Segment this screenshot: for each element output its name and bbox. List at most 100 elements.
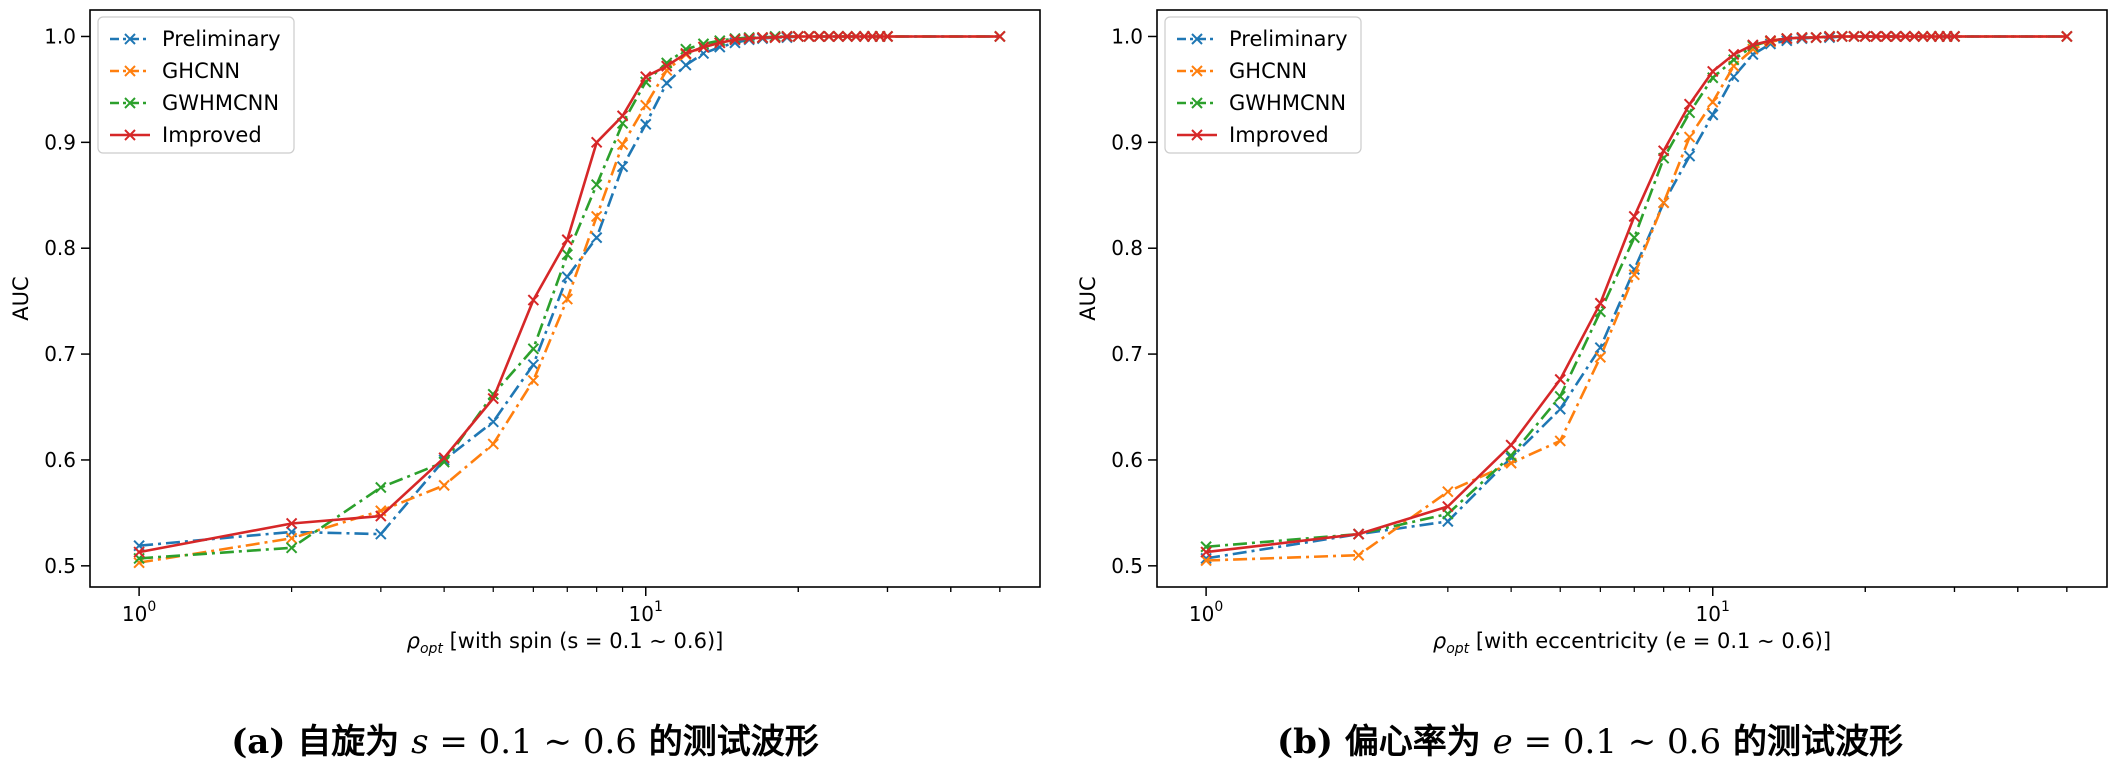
data-point bbox=[697, 41, 710, 53]
data-point bbox=[1505, 439, 1517, 451]
data-point bbox=[1810, 31, 1822, 44]
data-point bbox=[1707, 96, 1719, 108]
data-point bbox=[527, 343, 540, 355]
data-point bbox=[994, 30, 1006, 43]
data-point bbox=[1859, 30, 1871, 43]
y-axis-label: AUC bbox=[1076, 276, 1100, 320]
y-tick-label: 0.5 bbox=[44, 554, 76, 578]
data-point bbox=[792, 30, 804, 43]
data-point bbox=[1683, 150, 1696, 162]
data-point bbox=[285, 517, 298, 530]
y-tick-label: 0.7 bbox=[44, 342, 76, 366]
data-point bbox=[743, 32, 755, 45]
data-point bbox=[661, 57, 673, 69]
data-point bbox=[1554, 390, 1566, 403]
data-point bbox=[803, 30, 815, 43]
legend: Preliminary GHCNN GWHMCNN Improved bbox=[97, 16, 295, 154]
y-axis-label: AUC bbox=[9, 276, 33, 320]
x-tick-label: 100 bbox=[122, 599, 156, 626]
data-point bbox=[1707, 65, 1719, 78]
data-point bbox=[640, 118, 652, 131]
data-point bbox=[832, 30, 845, 43]
data-point bbox=[1728, 48, 1740, 61]
series-improved bbox=[1200, 30, 2073, 558]
data-point bbox=[285, 532, 298, 545]
data-point bbox=[438, 452, 450, 464]
data-point bbox=[590, 136, 603, 149]
legend-label: GWHMCNN bbox=[162, 91, 279, 115]
legend-marker bbox=[124, 129, 136, 141]
data-point bbox=[616, 160, 629, 173]
data-point bbox=[1657, 145, 1670, 157]
data-point bbox=[1796, 31, 1808, 44]
data-point bbox=[527, 294, 540, 306]
y-tick-label: 0.8 bbox=[1111, 236, 1143, 260]
data-point bbox=[1352, 528, 1365, 540]
data-point bbox=[729, 33, 741, 46]
legend-label: GWHMCNN bbox=[1229, 91, 1346, 115]
legend-marker bbox=[124, 97, 136, 109]
data-point bbox=[1823, 30, 1836, 43]
data-point bbox=[1594, 297, 1607, 309]
figure-caption: (a) 自旋为 s = 0.1 ∼ 0.6 的测试波形 bbox=[231, 722, 819, 762]
legend-label: GHCNN bbox=[1229, 59, 1307, 83]
legend-box bbox=[1164, 16, 1362, 154]
legend-label: Preliminary bbox=[1229, 27, 1348, 51]
x-tick-label: 101 bbox=[629, 599, 663, 626]
legend-label: Improved bbox=[1229, 123, 1329, 147]
y-tick-label: 0.5 bbox=[1111, 554, 1143, 578]
legend-marker bbox=[1191, 33, 1203, 45]
data-point bbox=[487, 392, 499, 405]
data-point bbox=[1442, 500, 1454, 513]
data-point bbox=[1707, 109, 1719, 121]
legend-label: Improved bbox=[162, 123, 262, 147]
y-tick-label: 0.9 bbox=[44, 130, 76, 154]
data-point bbox=[1594, 342, 1607, 354]
data-point bbox=[375, 510, 387, 522]
data-point bbox=[2061, 30, 2073, 43]
data-point bbox=[616, 110, 629, 122]
data-point bbox=[1554, 403, 1566, 415]
legend-label: GHCNN bbox=[162, 59, 240, 83]
x-axis-label: ρopt [with eccentricity (e = 0.1 ∼ 0.6)] bbox=[1433, 629, 1831, 657]
data-point bbox=[375, 481, 387, 494]
data-point bbox=[1554, 435, 1566, 447]
data-point bbox=[661, 77, 673, 89]
data-point bbox=[1628, 268, 1640, 281]
data-point bbox=[1657, 196, 1670, 209]
data-point bbox=[527, 358, 540, 371]
y-tick-label: 0.6 bbox=[44, 448, 76, 472]
data-point bbox=[714, 37, 726, 49]
data-point bbox=[823, 30, 835, 43]
data-point bbox=[1908, 30, 1921, 43]
legend: Preliminary GHCNN GWHMCNN Improved bbox=[1164, 16, 1362, 154]
data-point bbox=[561, 234, 573, 246]
data-point bbox=[769, 31, 781, 44]
data-point bbox=[680, 47, 692, 60]
data-point bbox=[438, 456, 450, 468]
data-point bbox=[375, 528, 387, 540]
data-point bbox=[1200, 554, 1212, 567]
data-point bbox=[1683, 98, 1696, 110]
data-point bbox=[561, 293, 573, 305]
data-point bbox=[1848, 30, 1860, 43]
data-point bbox=[285, 542, 298, 554]
data-point bbox=[1781, 32, 1793, 45]
figure-caption: (b) 偏心率为 e = 0.1 ∼ 0.6 的测试波形 bbox=[1277, 722, 1903, 762]
data-point bbox=[640, 99, 652, 111]
data-point bbox=[590, 178, 603, 191]
chart-panel-b: 100 101 0.5 0.6 0.7 0.8 0.9 1.0 AUC ρopt [with ec… bbox=[1076, 9, 2108, 762]
plot-frame bbox=[89, 9, 1041, 588]
legend-marker bbox=[1191, 129, 1203, 141]
data-point bbox=[561, 271, 573, 283]
data-point bbox=[881, 30, 894, 43]
data-point bbox=[438, 479, 450, 492]
data-point bbox=[756, 31, 769, 44]
plot-frame bbox=[1156, 9, 2108, 588]
data-point bbox=[1200, 546, 1212, 558]
data-point bbox=[527, 374, 540, 387]
data-point bbox=[616, 138, 629, 151]
data-point bbox=[1836, 30, 1848, 43]
data-point bbox=[850, 30, 862, 43]
legend-label: Preliminary bbox=[162, 27, 281, 51]
